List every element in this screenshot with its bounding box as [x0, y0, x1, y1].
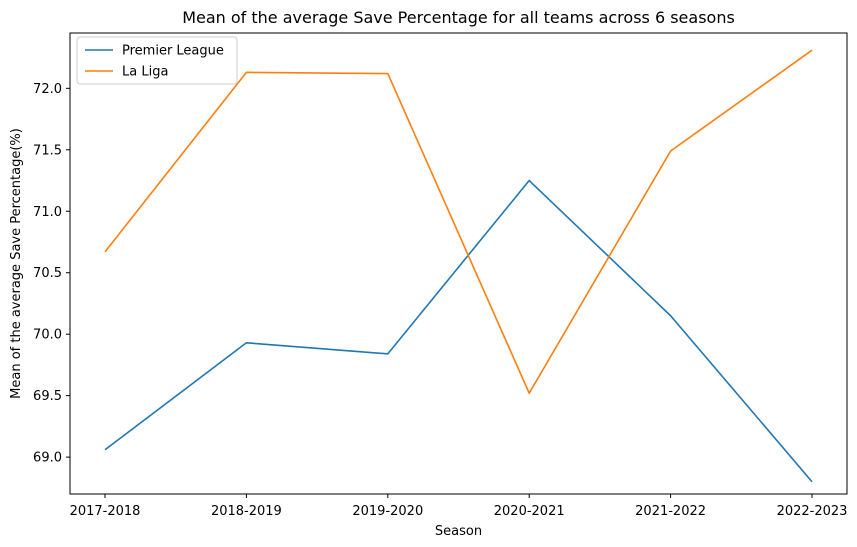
chart-title: Mean of the average Save Percentage for …	[182, 8, 735, 27]
y-tick-label: 71.5	[33, 143, 62, 158]
x-axis: 2017-2018 2018-2019 2019-2020 2020-2021 2021…	[70, 494, 848, 519]
x-tick-label: 2019-2020	[352, 504, 423, 519]
legend-label-2: La Liga	[122, 65, 168, 80]
y-tick-label: 72.0	[33, 82, 62, 97]
y-axis: 69.0 69.5 70.0 70.5 71.0 71.5 72.0	[33, 82, 70, 466]
legend-label-1: Premier League	[122, 44, 224, 59]
series-line-1	[104, 179, 813, 483]
y-tick-label: 69.0	[33, 451, 62, 466]
legend-box	[76, 36, 238, 85]
series-line-2	[104, 49, 813, 394]
x-tick-label: 2017-2018	[70, 504, 141, 519]
y-tick-label: 69.5	[33, 389, 62, 404]
x-tick-label: 2021-2022	[635, 504, 706, 519]
y-axis-label: Mean of the average Save Percentage(%)	[9, 128, 24, 399]
x-tick-label: 2018-2019	[211, 504, 282, 519]
legend: Premier League La Liga	[76, 36, 238, 85]
series-layer	[104, 49, 813, 483]
y-tick-label: 71.0	[33, 205, 62, 220]
x-axis-label: Season	[435, 524, 482, 539]
plot-area	[69, 32, 848, 495]
x-tick-label: 2022-2023	[777, 504, 848, 519]
y-tick-label: 70.0	[33, 328, 62, 343]
x-tick-label: 2020-2021	[494, 504, 565, 519]
y-tick-label: 70.5	[33, 266, 62, 281]
